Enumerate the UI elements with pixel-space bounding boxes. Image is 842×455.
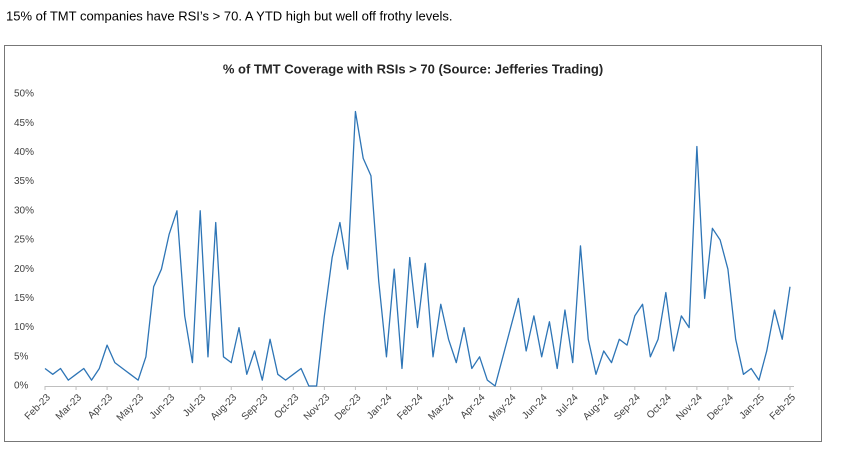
y-tick-label: 35% [14,176,34,187]
data-line [44,110,791,387]
y-tick-label: 25% [14,235,34,246]
y-tick-label: 15% [14,293,34,304]
y-tick-label: 30% [14,205,34,216]
caption: 15% of TMT companies have RSI’s > 70. A … [6,8,452,23]
chart-title: % of TMT Coverage with RSIs > 70 (Source… [223,61,603,76]
chart-frame [4,45,822,442]
y-tick-label: 0% [14,381,29,392]
y-tick-label: 50% [14,89,34,100]
y-tick-label: 40% [14,147,34,158]
y-tick-label: 20% [14,264,34,275]
y-tick-label: 5% [14,351,29,362]
y-tick-label: 45% [14,118,34,129]
y-tick-label: 10% [14,322,34,333]
